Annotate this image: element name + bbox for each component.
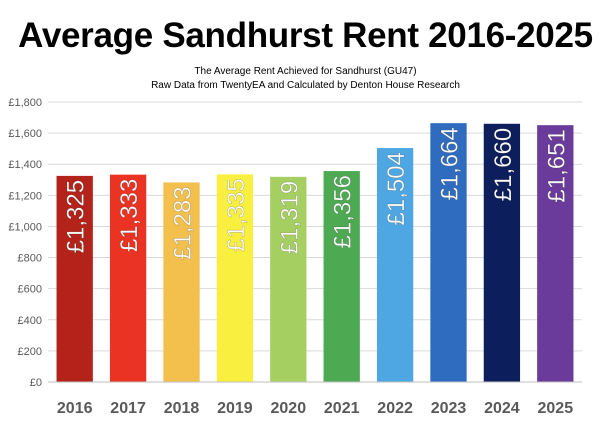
y-tick-label: £1,200: [8, 190, 42, 202]
bar-data-label: £1,333: [116, 179, 143, 252]
y-tick-label: £1,000: [8, 221, 42, 233]
y-tick-label: £400: [18, 315, 42, 327]
x-tick-label: 2021: [324, 400, 360, 417]
bar: [430, 123, 467, 383]
bar-data-label: £1,664: [437, 127, 464, 200]
bar-data-label: £1,660: [490, 128, 517, 201]
chart-subtitle-line-2: Raw Data from TwentyEA and Calculated by…: [151, 80, 460, 91]
x-tick-label: 2023: [431, 400, 467, 417]
y-tick-label: £1,400: [8, 159, 42, 171]
x-tick-label: 2016: [57, 400, 93, 417]
y-tick-label: £1,600: [8, 128, 42, 140]
bar: [216, 174, 254, 382]
bar: [483, 123, 521, 383]
y-tick-label: £0: [30, 377, 42, 389]
x-tick-label: 2024: [484, 400, 520, 417]
bar-data-label: £1,319: [276, 181, 303, 254]
bar: [270, 176, 307, 382]
x-tick-label: 2020: [271, 400, 307, 417]
x-tick-label: 2022: [377, 400, 413, 417]
y-tick-label: £600: [18, 284, 42, 296]
bar: [323, 171, 360, 382]
y-tick-label: £800: [18, 253, 42, 265]
bar: [56, 175, 93, 382]
bar-data-label: £1,335: [223, 178, 250, 251]
bar-data-label: £1,651: [543, 129, 570, 202]
chart-subtitle-line-1: The Average Rent Achieved for Sandhurst …: [194, 66, 417, 77]
y-tick-label: £200: [18, 346, 42, 358]
bar-data-label: £1,325: [63, 180, 90, 253]
bar-data-label: £1,504: [383, 152, 410, 225]
bar-data-label: £1,356: [330, 175, 357, 248]
chart-title: Average Sandhurst Rent 2016-2025: [18, 16, 593, 55]
x-tick-label: 2018: [164, 400, 200, 417]
bar: [109, 174, 147, 382]
x-tick-label: 2017: [110, 400, 146, 417]
x-tick-label: 2025: [538, 400, 574, 417]
bar-data-label: £1,283: [170, 186, 197, 259]
bar: [376, 148, 414, 382]
x-tick-label: 2019: [217, 400, 253, 417]
bar: [163, 182, 200, 382]
bar: [537, 125, 574, 382]
y-tick-label: £1,800: [8, 97, 42, 109]
